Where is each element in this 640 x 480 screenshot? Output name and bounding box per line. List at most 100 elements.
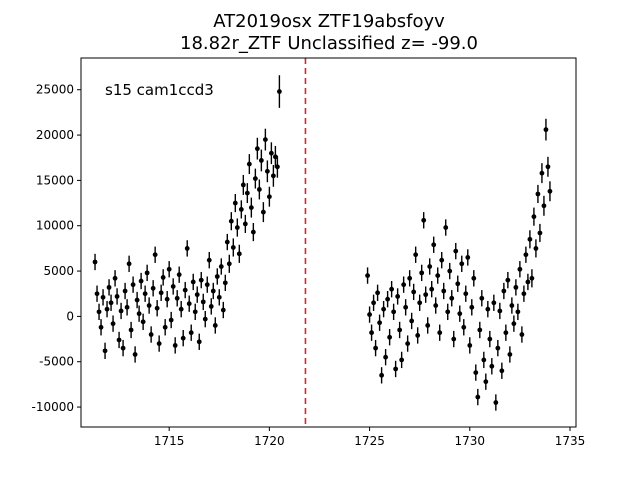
data-point (172, 343, 178, 348)
data-point (449, 295, 455, 301)
data-point (521, 291, 527, 297)
data-point (236, 251, 242, 257)
data-point (250, 229, 256, 235)
data-point (152, 252, 158, 258)
data-point (192, 309, 198, 315)
data-point (495, 345, 501, 351)
data-point (136, 311, 142, 317)
data-point (373, 345, 378, 351)
data-point (202, 316, 208, 322)
data-point (98, 324, 104, 330)
data-point (475, 394, 481, 400)
y-tick-label: 15000 (36, 173, 74, 187)
data-point (186, 301, 192, 307)
data-point (184, 245, 190, 251)
data-point (375, 290, 380, 296)
data-point (483, 379, 489, 385)
data-point (493, 400, 499, 405)
data-point (407, 275, 413, 281)
data-point (427, 264, 433, 269)
data-point (144, 270, 150, 276)
data-point (491, 300, 497, 306)
data-point (433, 303, 439, 308)
data-point (477, 327, 483, 333)
data-point (447, 268, 453, 274)
data-point (156, 341, 162, 346)
data-point (527, 236, 533, 242)
data-point (435, 273, 441, 278)
data-point (258, 158, 264, 163)
data-point (431, 242, 437, 248)
data-point (242, 221, 248, 227)
data-point (411, 289, 417, 295)
data-point (130, 282, 136, 288)
data-point (393, 366, 399, 372)
data-point (369, 330, 374, 336)
data-point (216, 294, 222, 300)
data-point (387, 334, 393, 340)
x-tick-label: 1735 (555, 434, 586, 448)
data-point (224, 239, 230, 245)
data-point (389, 286, 395, 292)
data-point (112, 275, 118, 281)
data-point (403, 304, 409, 310)
data-point (158, 290, 164, 296)
x-tick-label: 1730 (455, 434, 486, 448)
data-point (277, 89, 282, 94)
data-point (401, 282, 407, 288)
data-point (471, 275, 477, 281)
data-point (244, 190, 250, 196)
data-point (146, 303, 152, 308)
data-point (547, 188, 553, 194)
data-point (104, 306, 110, 312)
y-tick-label: 25000 (36, 83, 74, 97)
data-point (246, 161, 252, 167)
data-point (138, 278, 144, 284)
data-point (268, 150, 274, 156)
data-point (94, 291, 100, 297)
data-point (132, 352, 138, 357)
data-point (399, 357, 405, 363)
data-point (218, 264, 224, 269)
data-point (455, 281, 461, 287)
data-point (222, 280, 228, 286)
data-point (164, 296, 170, 302)
data-point (180, 335, 186, 341)
x-tick-label: 1720 (254, 434, 285, 448)
data-point (513, 284, 519, 290)
data-point (182, 287, 188, 293)
y-tick-label: 0 (66, 309, 74, 323)
data-point (274, 164, 280, 170)
data-point (240, 182, 246, 188)
data-point (140, 319, 146, 325)
data-point (212, 323, 218, 328)
data-point (381, 306, 387, 312)
data-point (473, 370, 479, 376)
data-point (252, 176, 258, 181)
y-tick-label: 20000 (36, 128, 74, 142)
data-point (262, 137, 268, 142)
x-tick-label: 1725 (354, 434, 385, 448)
data-point (503, 330, 509, 336)
data-point (210, 288, 216, 294)
data-point (405, 341, 411, 346)
data-point (417, 300, 423, 306)
data-point (174, 295, 180, 301)
data-point (465, 255, 471, 260)
data-point (238, 207, 244, 212)
data-point (525, 279, 531, 285)
data-point (254, 146, 260, 152)
data-point (206, 257, 212, 263)
data-point (154, 305, 160, 311)
data-point (459, 261, 465, 267)
data-point (515, 309, 521, 315)
data-point (124, 304, 130, 310)
data-point (96, 309, 102, 315)
data-point (429, 286, 435, 292)
data-point (379, 372, 385, 378)
data-point (214, 274, 220, 279)
data-point (497, 308, 503, 314)
data-point (260, 209, 266, 215)
data-point (505, 277, 511, 283)
